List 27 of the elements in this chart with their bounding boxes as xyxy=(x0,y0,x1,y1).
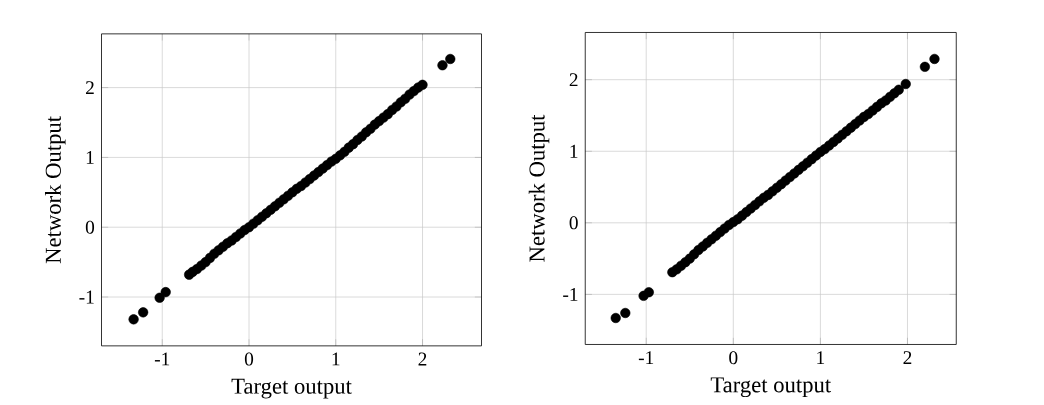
y-axis-title: Network Output xyxy=(528,114,550,262)
x-tick-label: -1 xyxy=(154,352,170,366)
point xyxy=(893,84,904,95)
x-tick-label: 2 xyxy=(418,352,427,366)
point xyxy=(610,312,621,324)
x-tick-label: 2 xyxy=(903,351,912,364)
point xyxy=(900,78,911,90)
y-tick-label: 1 xyxy=(570,144,578,158)
y-tick-label: -1 xyxy=(79,290,94,304)
y-tick-label: 1 xyxy=(86,151,94,164)
point xyxy=(643,287,654,298)
x-tick-label: 0 xyxy=(729,351,738,365)
x-tick-label: 1 xyxy=(332,352,340,366)
y-tick-label: 0 xyxy=(569,216,578,230)
y-tick-label: 2 xyxy=(85,81,94,95)
x-tick-label: -1 xyxy=(638,351,654,364)
y-tick-label: 0 xyxy=(85,220,95,234)
point xyxy=(929,53,940,65)
y-axis-title: Network Output xyxy=(44,116,66,264)
point xyxy=(620,307,631,319)
y-tick-label: 2 xyxy=(569,73,578,87)
y-tick-label: -1 xyxy=(563,288,578,301)
point xyxy=(919,61,930,72)
x-tick-label: 1 xyxy=(817,351,825,364)
x-tick-label: 0 xyxy=(244,352,254,366)
x-axis-title: Target output xyxy=(710,377,832,398)
x-axis-title: Target output xyxy=(231,378,352,399)
